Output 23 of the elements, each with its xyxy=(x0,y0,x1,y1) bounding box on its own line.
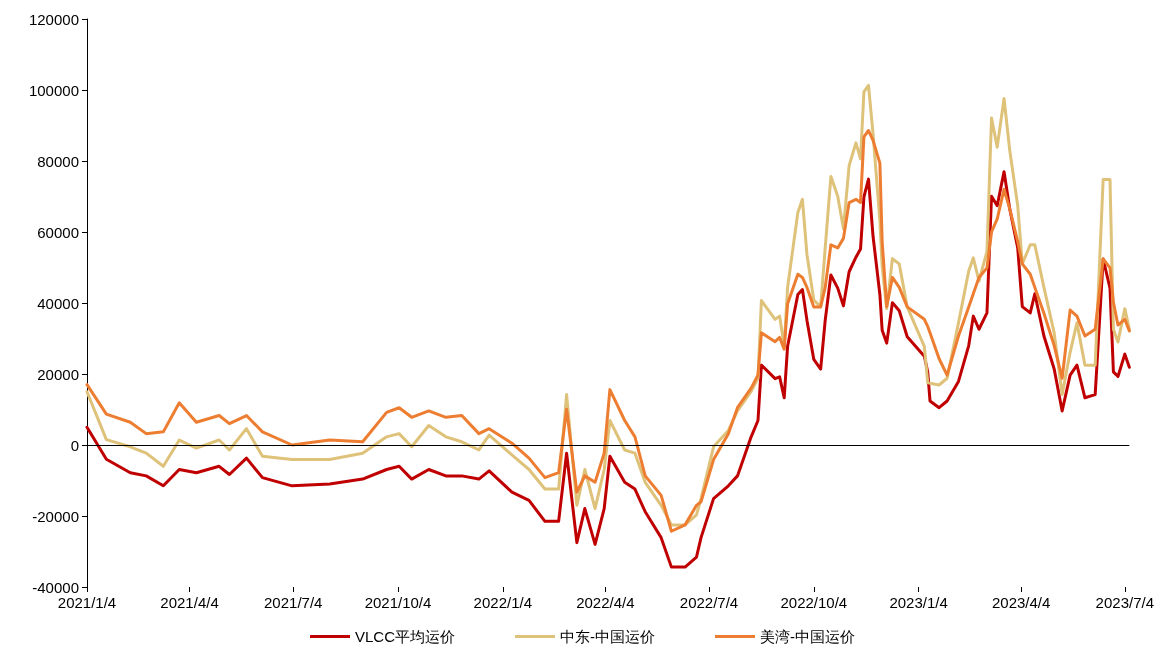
x-tick-label: 2021/7/4 xyxy=(264,594,323,611)
x-tick-label: 2021/1/4 xyxy=(57,594,117,611)
y-tick-label: 120000 xyxy=(28,10,79,28)
x-tick-label: 2023/1/4 xyxy=(889,594,948,611)
y-tick-label: 100000 xyxy=(28,81,79,99)
x-tick-label: 2022/10/4 xyxy=(780,594,848,611)
x-tick-label: 2023/4/4 xyxy=(991,594,1051,611)
legend-label: 中东-中国运价 xyxy=(560,628,656,645)
y-tick-label: -40000 xyxy=(32,578,79,596)
legend-label: 美湾-中国运价 xyxy=(760,628,856,645)
x-tick-label: 2022/4/4 xyxy=(576,594,635,611)
y-tick-label: -20000 xyxy=(32,507,79,525)
y-tick-label: 60000 xyxy=(37,223,79,241)
x-tick-label: 2022/7/4 xyxy=(679,594,739,611)
y-tick-label: 40000 xyxy=(37,294,79,312)
x-tick-label: 2023/7/4 xyxy=(1095,594,1154,611)
x-tick-label: 2022/1/4 xyxy=(473,594,532,611)
x-tick-label: 2021/4/4 xyxy=(160,594,219,611)
y-tick-label: 80000 xyxy=(37,152,79,170)
x-tick-label: 2021/10/4 xyxy=(364,594,432,611)
y-tick-label: 0 xyxy=(70,436,79,454)
y-tick-label: 20000 xyxy=(37,365,79,383)
legend-label: VLCC平均运价 xyxy=(355,628,456,645)
